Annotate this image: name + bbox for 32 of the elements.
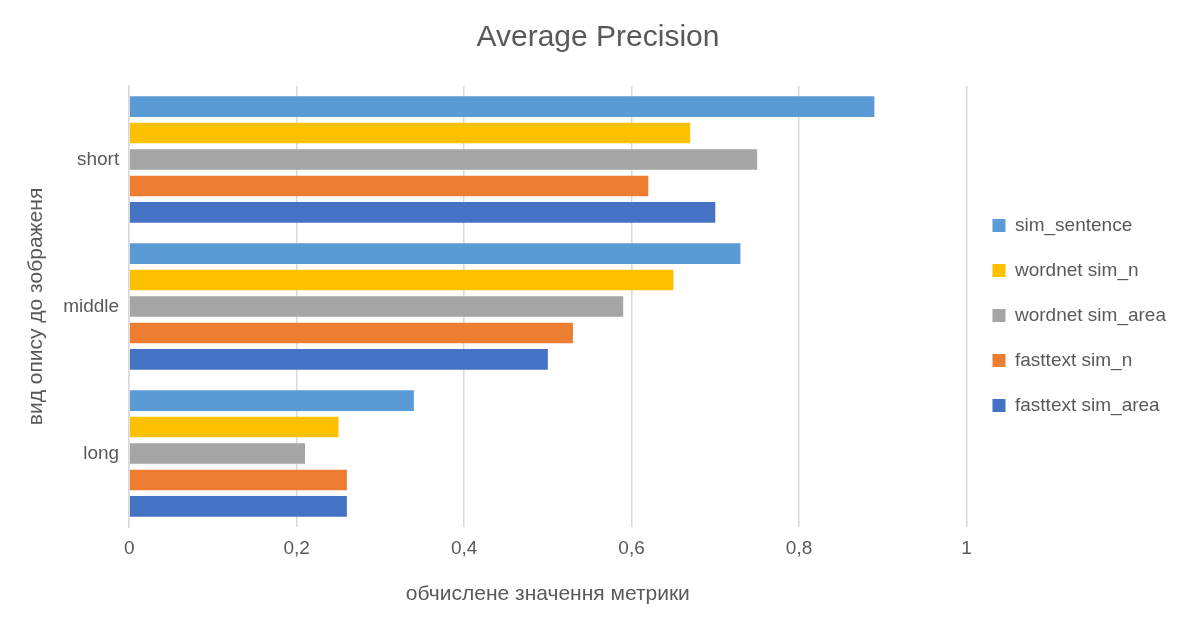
bar: [129, 496, 347, 517]
bar: [129, 322, 573, 344]
x-tick-label: 0,2: [283, 536, 310, 558]
bar: [129, 122, 691, 144]
bar: [129, 469, 347, 491]
legend-label: fasttext sim_n: [1014, 348, 1133, 371]
x-tick-label: 1: [961, 536, 972, 558]
bar: [129, 175, 649, 197]
y-tick-label: short: [76, 147, 120, 169]
bar: [129, 202, 716, 223]
x-tick-label: 0: [123, 536, 135, 558]
y-tick-label: long: [83, 441, 120, 463]
bar: [129, 296, 624, 317]
bar: [129, 96, 875, 117]
x-tick-label: 0,6: [618, 536, 645, 558]
legend-label: fasttext sim_area: [1014, 393, 1161, 416]
bar: [129, 416, 339, 438]
bar: [129, 243, 741, 264]
legend-label: sim_sentence: [1014, 213, 1133, 236]
legend-label: wordnet sim_area: [1013, 303, 1167, 326]
bar: [129, 390, 414, 411]
x-tick-label: 0,8: [785, 536, 813, 558]
y-tick-label: middle: [63, 294, 120, 316]
chart-title: Average Precision: [476, 19, 720, 53]
bar: [129, 349, 548, 370]
x-tick-label: 0,4: [450, 536, 478, 558]
bar: [129, 149, 758, 170]
bar: [129, 443, 306, 464]
y-axis-title: вид опису до зображеня: [23, 187, 47, 426]
x-axis-title: обчислене значення метрики: [405, 581, 690, 605]
legend-label: wordnet sim_n: [1013, 258, 1139, 281]
bar: [129, 269, 674, 291]
